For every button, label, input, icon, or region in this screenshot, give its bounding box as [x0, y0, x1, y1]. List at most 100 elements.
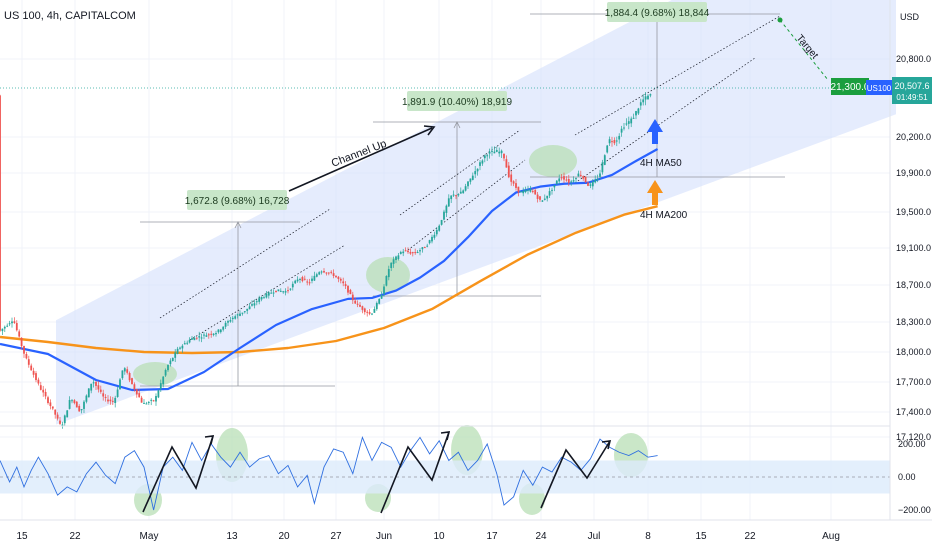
candle-body	[397, 255, 400, 260]
candle-body	[198, 336, 201, 338]
candle-body	[342, 281, 345, 284]
measure-label-1: 1,672.8 (9.68%) 16,728	[185, 190, 290, 210]
candle-body	[555, 180, 558, 184]
last-price-box	[892, 77, 932, 104]
candle-body	[507, 165, 510, 178]
candle-body	[275, 290, 277, 293]
candle-body	[8, 323, 11, 325]
candle-body	[90, 383, 93, 391]
candle-body	[606, 145, 609, 153]
candle-body	[637, 108, 640, 114]
candle-body	[536, 194, 539, 199]
candle-body	[188, 339, 191, 343]
ma200-path	[0, 204, 658, 355]
candle-body	[51, 406, 54, 409]
measure-text-1: 1,672.8 (9.68%) 16,728	[185, 196, 290, 207]
target-badge-box	[831, 78, 869, 95]
candle-body	[618, 135, 621, 140]
candle-body	[503, 153, 505, 159]
ma200-arrow-icon	[647, 180, 663, 205]
candle-body	[354, 300, 357, 304]
measure-box-3	[607, 2, 707, 22]
candle-body	[423, 247, 426, 249]
candle-body	[222, 326, 225, 330]
candle-body	[255, 301, 258, 303]
candle-body	[464, 186, 467, 191]
osc-tick-label: −200.00	[898, 505, 931, 515]
candle-body	[471, 175, 474, 180]
dotted-trendline	[407, 159, 526, 251]
candle-body	[200, 337, 203, 339]
candle-body	[563, 176, 565, 180]
candle-body	[23, 346, 25, 354]
candle-body	[368, 312, 371, 314]
candle-body	[479, 162, 481, 166]
dotted-trendline	[399, 129, 521, 216]
candle-body	[56, 414, 59, 419]
candle-body	[155, 396, 157, 402]
channel-band	[56, 0, 896, 425]
candle-body	[167, 364, 169, 371]
candle-body	[447, 198, 450, 207]
candle-body	[519, 191, 522, 193]
candle-body	[95, 381, 97, 386]
candle-body	[205, 335, 208, 337]
candle-body	[68, 400, 71, 409]
measure-arrowhead	[234, 221, 242, 229]
candle-body	[644, 96, 647, 100]
candle-body	[505, 159, 508, 168]
candle-body	[459, 191, 462, 194]
candle-body	[1, 328, 4, 332]
candle-body	[121, 370, 124, 379]
candle-body	[534, 190, 537, 195]
time-tick-label: 22	[69, 531, 81, 542]
candle-body	[126, 369, 129, 373]
candle-body	[635, 111, 637, 116]
candle-body	[71, 400, 73, 402]
measure-box-2	[407, 91, 507, 111]
candle-body	[143, 402, 145, 404]
candle-body	[587, 182, 589, 186]
osc-zigzag-arrowhead	[601, 440, 612, 450]
price-tick-label: 18,300.0	[896, 317, 931, 327]
candle-body	[258, 298, 261, 302]
candle-body	[282, 291, 285, 293]
candle-body	[392, 259, 395, 264]
candle-body	[330, 271, 333, 273]
candle-body	[498, 151, 501, 154]
candle-body	[577, 173, 580, 177]
candle-body	[63, 415, 66, 424]
candle-body	[531, 190, 534, 192]
candle-body	[169, 360, 172, 365]
candle-body	[231, 317, 234, 320]
candle-body	[111, 400, 114, 402]
candle-body	[183, 343, 186, 345]
channel-fill	[56, 0, 896, 425]
candle-body	[186, 342, 189, 344]
candle-body	[80, 409, 83, 411]
candle-body	[299, 278, 301, 280]
candle-body	[219, 329, 222, 333]
candle-body	[157, 390, 160, 398]
candle-body	[246, 308, 249, 311]
candle-body	[452, 194, 455, 196]
candle-body	[212, 333, 215, 335]
candle-body	[551, 189, 553, 191]
candle-body	[248, 306, 251, 310]
time-axis[interactable]: 15 22 May 13 20 27 Jun 10 17 24 Jul 8 15 22 Aug	[0, 519, 932, 542]
candle-body	[191, 338, 193, 340]
candle-body	[306, 281, 309, 283]
candle-body	[524, 189, 527, 193]
currency-label: USD	[900, 12, 920, 22]
candle-body	[279, 290, 282, 292]
candle-body	[102, 393, 105, 397]
candle-body	[428, 240, 431, 244]
ma50-line	[0, 148, 659, 392]
price-tick-label: 18,000.0	[896, 347, 931, 357]
last-price-badge: 20,507.6 01:49:51	[892, 77, 932, 104]
candle-body	[243, 311, 246, 313]
candle-body	[608, 139, 611, 144]
candle-body	[140, 397, 143, 403]
candle-body	[476, 168, 479, 172]
